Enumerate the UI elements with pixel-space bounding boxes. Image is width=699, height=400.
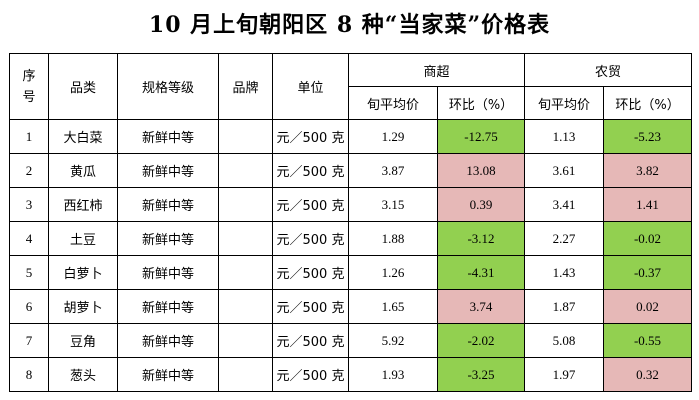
supermarket-mom-cell: -2.02: [436, 323, 526, 358]
table-row: 6 胡萝卜 新鲜中等 元／500 克 1.65 3.74 1.87 0.02: [9, 289, 693, 324]
category-cell: 大白菜: [48, 119, 118, 154]
grade-cell: 新鲜中等: [117, 255, 219, 290]
farmers-market-price-cell: 1.87: [524, 289, 605, 324]
farmers-market-mom-cell: -0.02: [603, 221, 693, 256]
farmers-market-mom-cell: 0.02: [603, 289, 693, 324]
table-row: 2 黄瓜 新鲜中等 元／500 克 3.87 13.08 3.61 3.82: [9, 153, 693, 188]
brand-cell: [218, 187, 273, 222]
farmers-market-price-cell: 3.41: [524, 187, 605, 222]
seq-header: 序 号: [9, 53, 49, 120]
supermarket-price-cell: 5.92: [348, 323, 438, 358]
category-cell: 胡萝卜: [48, 289, 118, 324]
supermarket-price-cell: 1.93: [348, 357, 438, 392]
grade-header: 规格等级: [117, 53, 219, 120]
unit-cell: 元／500 克: [272, 323, 349, 358]
farmers-market-mom-cell: 0.32: [603, 357, 693, 392]
supermarket-price-cell: 3.87: [348, 153, 438, 188]
category-cell: 西红柿: [48, 187, 118, 222]
supermarket-mom-cell: 13.08: [436, 153, 526, 188]
farmers-market-mom-cell: 3.82: [603, 153, 693, 188]
table-row: 4 土豆 新鲜中等 元／500 克 1.88 -3.12 2.27 -0.02: [9, 221, 693, 256]
table-row: 7 豆角 新鲜中等 元／500 克 5.92 -2.02 5.08 -0.55: [9, 323, 693, 358]
unit-cell: 元／500 克: [272, 187, 349, 222]
unit-cell: 元／500 克: [272, 357, 349, 392]
seq-header-line2: 号: [22, 89, 36, 105]
unit-cell: 元／500 克: [272, 255, 349, 290]
brand-cell: [218, 119, 273, 154]
brand-cell: [218, 255, 273, 290]
farmers-market-price-cell: 2.27: [524, 221, 605, 256]
supermarket-price-cell: 1.26: [348, 255, 438, 290]
farmers-market-price-cell: 5.08: [524, 323, 605, 358]
price-table: 序 号 品类 规格等级 品牌 单位 商超 农贸 旬平均价 环比（%） 旬平均价 …: [9, 53, 693, 392]
seq-cell: 3: [9, 187, 49, 222]
grade-cell: 新鲜中等: [117, 187, 219, 222]
grade-cell: 新鲜中等: [117, 323, 219, 358]
supermarket-mom-cell: -3.12: [436, 221, 526, 256]
brand-cell: [218, 153, 273, 188]
seq-cell: 2: [9, 153, 49, 188]
seq-cell: 4: [9, 221, 49, 256]
category-cell: 葱头: [48, 357, 118, 392]
supermarket-mom-cell: -4.31: [436, 255, 526, 290]
unit-cell: 元／500 克: [272, 153, 349, 188]
brand-cell: [218, 221, 273, 256]
unit-cell: 元／500 克: [272, 119, 349, 154]
farmers-market-mom-header: 环比（%）: [603, 86, 693, 120]
farmers-market-header: 农贸: [524, 53, 693, 87]
grade-cell: 新鲜中等: [117, 221, 219, 256]
brand-header: 品牌: [218, 53, 273, 120]
seq-cell: 7: [9, 323, 49, 358]
brand-cell: [218, 289, 273, 324]
farmers-market-mom-cell: -5.23: [603, 119, 693, 154]
unit-header: 单位: [272, 53, 349, 120]
supermarket-mom-cell: -12.75: [436, 119, 526, 154]
farmers-market-mom-cell: 1.41: [603, 187, 693, 222]
supermarket-mom-cell: -3.25: [436, 357, 526, 392]
farmers-market-price-cell: 1.43: [524, 255, 605, 290]
supermarket-avg-price-header: 旬平均价: [348, 86, 438, 120]
supermarket-price-cell: 3.15: [348, 187, 438, 222]
supermarket-price-cell: 1.88: [348, 221, 438, 256]
table-row: 5 白萝卜 新鲜中等 元／500 克 1.26 -4.31 1.43 -0.37: [9, 255, 693, 290]
farmers-market-mom-cell: -0.37: [603, 255, 693, 290]
grade-cell: 新鲜中等: [117, 153, 219, 188]
farmers-market-price-cell: 1.97: [524, 357, 605, 392]
supermarket-header: 商超: [347, 53, 526, 87]
category-cell: 黄瓜: [48, 153, 118, 188]
seq-header-line1: 序: [22, 68, 36, 84]
seq-cell: 5: [9, 255, 49, 290]
table-row: 8 葱头 新鲜中等 元／500 克 1.93 -3.25 1.97 0.32: [9, 357, 693, 392]
category-cell: 土豆: [48, 221, 118, 256]
seq-cell: 1: [9, 119, 49, 154]
grade-cell: 新鲜中等: [117, 357, 219, 392]
brand-cell: [218, 323, 273, 358]
supermarket-mom-header: 环比（%）: [436, 86, 526, 120]
page-title: 10 月上旬朝阳区 8 种“当家菜”价格表: [148, 12, 551, 38]
supermarket-price-cell: 1.65: [348, 289, 438, 324]
unit-cell: 元／500 克: [272, 221, 349, 256]
table-row: 3 西红柿 新鲜中等 元／500 克 3.15 0.39 3.41 1.41: [9, 187, 693, 222]
supermarket-price-cell: 1.29: [348, 119, 438, 154]
supermarket-mom-cell: 0.39: [436, 187, 526, 222]
grade-cell: 新鲜中等: [117, 119, 219, 154]
table-body: 1 大白菜 新鲜中等 元／500 克 1.29 -12.75 1.13 -5.23 2 黄瓜 新鲜中…: [9, 119, 693, 392]
farmers-market-price-cell: 3.61: [524, 153, 605, 188]
category-header: 品类: [48, 53, 118, 120]
grade-cell: 新鲜中等: [117, 289, 219, 324]
category-cell: 豆角: [48, 323, 118, 358]
category-cell: 白萝卜: [48, 255, 118, 290]
farmers-market-price-cell: 1.13: [524, 119, 605, 154]
farmers-market-avg-price-header: 旬平均价: [524, 86, 605, 120]
unit-cell: 元／500 克: [272, 289, 349, 324]
table-row: 1 大白菜 新鲜中等 元／500 克 1.29 -12.75 1.13 -5.23: [9, 119, 693, 154]
seq-cell: 6: [9, 289, 49, 324]
farmers-market-mom-cell: -0.55: [603, 323, 693, 358]
brand-cell: [218, 357, 273, 392]
seq-cell: 8: [9, 357, 49, 392]
supermarket-mom-cell: 3.74: [436, 289, 526, 324]
